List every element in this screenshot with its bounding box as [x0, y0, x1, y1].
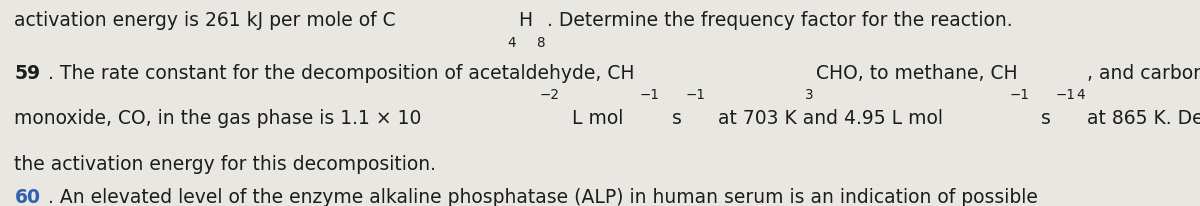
Text: 4: 4: [1076, 88, 1085, 102]
Text: . The rate constant for the decomposition of acetaldehyde, CH: . The rate constant for the decompositio…: [48, 63, 635, 82]
Text: 59: 59: [14, 63, 41, 82]
Text: L mol: L mol: [566, 109, 623, 128]
Text: −1: −1: [686, 88, 706, 102]
Text: . Determine the frequency factor for the reaction.: . Determine the frequency factor for the…: [547, 11, 1013, 30]
Text: 3: 3: [805, 88, 814, 102]
Text: monoxide, CO, in the gas phase is 1.1 × 10: monoxide, CO, in the gas phase is 1.1 × …: [14, 109, 421, 128]
Text: , and carbon: , and carbon: [1087, 63, 1200, 82]
Text: . An elevated level of the enzyme alkaline phosphatase (ALP) in human serum is a: . An elevated level of the enzyme alkali…: [48, 187, 1038, 206]
Text: s: s: [1036, 109, 1051, 128]
Text: −1: −1: [1056, 88, 1075, 102]
Text: at 703 K and 4.95 L mol: at 703 K and 4.95 L mol: [712, 109, 943, 128]
Text: 4: 4: [506, 35, 516, 49]
Text: H: H: [518, 11, 532, 30]
Text: s: s: [666, 109, 682, 128]
Text: activation energy is 261 kJ per mole of C: activation energy is 261 kJ per mole of …: [14, 11, 396, 30]
Text: −2: −2: [540, 88, 560, 102]
Text: 60: 60: [14, 187, 41, 206]
Text: −1: −1: [1009, 88, 1030, 102]
Text: 8: 8: [536, 35, 545, 49]
Text: the activation energy for this decomposition.: the activation energy for this decomposi…: [14, 154, 437, 173]
Text: −1: −1: [640, 88, 660, 102]
Text: CHO, to methane, CH: CHO, to methane, CH: [816, 63, 1018, 82]
Text: at 865 K. Determine: at 865 K. Determine: [1081, 109, 1200, 128]
